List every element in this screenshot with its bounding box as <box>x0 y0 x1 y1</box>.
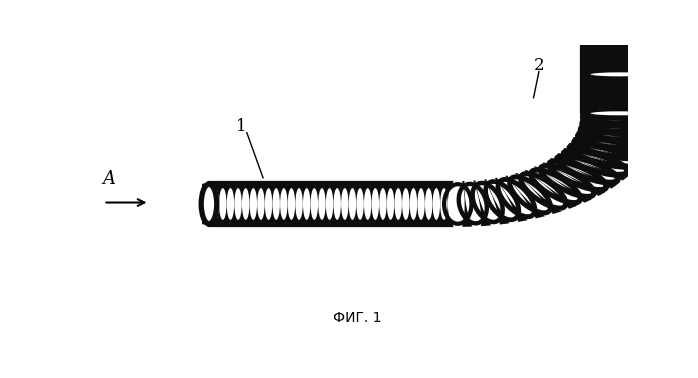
Ellipse shape <box>422 184 436 224</box>
Ellipse shape <box>591 72 650 76</box>
Text: ФИГ. 1: ФИГ. 1 <box>334 311 382 325</box>
Ellipse shape <box>357 188 364 220</box>
Ellipse shape <box>295 188 303 220</box>
Ellipse shape <box>239 184 253 224</box>
Ellipse shape <box>364 188 371 220</box>
Ellipse shape <box>361 184 375 224</box>
Ellipse shape <box>326 188 334 220</box>
Ellipse shape <box>425 188 433 220</box>
Ellipse shape <box>560 132 667 149</box>
Text: 1: 1 <box>236 118 246 135</box>
Ellipse shape <box>464 174 482 233</box>
Ellipse shape <box>429 184 443 224</box>
Ellipse shape <box>387 188 394 220</box>
PathPatch shape <box>458 117 657 224</box>
Ellipse shape <box>410 188 417 220</box>
Ellipse shape <box>231 184 245 224</box>
Ellipse shape <box>269 184 283 224</box>
Ellipse shape <box>254 184 268 224</box>
Ellipse shape <box>265 188 272 220</box>
Ellipse shape <box>379 188 387 220</box>
Ellipse shape <box>242 188 249 220</box>
Ellipse shape <box>549 147 643 178</box>
Ellipse shape <box>433 188 440 220</box>
Ellipse shape <box>522 163 589 210</box>
Ellipse shape <box>311 188 318 220</box>
Ellipse shape <box>486 172 519 229</box>
Ellipse shape <box>496 170 537 226</box>
Ellipse shape <box>338 184 352 224</box>
Ellipse shape <box>349 188 356 220</box>
Ellipse shape <box>407 184 420 224</box>
Ellipse shape <box>505 168 556 222</box>
Ellipse shape <box>272 188 280 220</box>
Ellipse shape <box>318 188 326 220</box>
Ellipse shape <box>201 184 217 224</box>
Ellipse shape <box>584 32 657 39</box>
Ellipse shape <box>558 137 660 160</box>
Ellipse shape <box>384 184 397 224</box>
Ellipse shape <box>402 188 410 220</box>
Ellipse shape <box>211 188 219 220</box>
Ellipse shape <box>563 126 671 139</box>
Ellipse shape <box>475 173 500 232</box>
Ellipse shape <box>216 184 230 224</box>
Ellipse shape <box>514 166 573 216</box>
Ellipse shape <box>440 188 447 220</box>
Ellipse shape <box>565 113 675 120</box>
Ellipse shape <box>223 184 237 224</box>
Ellipse shape <box>451 174 465 234</box>
FancyBboxPatch shape <box>202 184 464 224</box>
Ellipse shape <box>308 184 321 224</box>
Ellipse shape <box>292 184 306 224</box>
Ellipse shape <box>277 184 290 224</box>
Ellipse shape <box>445 184 459 224</box>
FancyBboxPatch shape <box>584 0 657 117</box>
Text: 2: 2 <box>534 57 544 74</box>
Ellipse shape <box>584 110 657 117</box>
Ellipse shape <box>300 184 313 224</box>
Ellipse shape <box>250 188 257 220</box>
Ellipse shape <box>262 184 276 224</box>
Ellipse shape <box>584 71 657 78</box>
Ellipse shape <box>565 120 674 129</box>
Ellipse shape <box>414 184 428 224</box>
Ellipse shape <box>219 188 227 220</box>
Ellipse shape <box>353 184 367 224</box>
Ellipse shape <box>285 184 298 224</box>
Ellipse shape <box>246 184 260 224</box>
Ellipse shape <box>394 188 402 220</box>
Ellipse shape <box>322 184 336 224</box>
Ellipse shape <box>437 184 451 224</box>
Ellipse shape <box>417 188 425 220</box>
Ellipse shape <box>369 184 383 224</box>
Ellipse shape <box>303 188 311 220</box>
Ellipse shape <box>448 188 455 220</box>
Ellipse shape <box>227 188 234 220</box>
Ellipse shape <box>392 184 405 224</box>
Ellipse shape <box>315 184 329 224</box>
Ellipse shape <box>288 188 295 220</box>
Ellipse shape <box>235 188 242 220</box>
Ellipse shape <box>554 142 653 169</box>
Ellipse shape <box>591 111 650 115</box>
Ellipse shape <box>346 184 359 224</box>
Ellipse shape <box>399 184 413 224</box>
Ellipse shape <box>208 184 222 224</box>
Ellipse shape <box>257 188 265 220</box>
Ellipse shape <box>537 155 618 196</box>
Ellipse shape <box>330 184 344 224</box>
Ellipse shape <box>280 188 288 220</box>
Ellipse shape <box>543 151 632 187</box>
Ellipse shape <box>334 188 341 220</box>
Ellipse shape <box>371 188 379 220</box>
Ellipse shape <box>591 33 650 37</box>
Ellipse shape <box>376 184 389 224</box>
Ellipse shape <box>530 159 604 203</box>
Ellipse shape <box>341 188 348 220</box>
Text: A: A <box>103 170 115 188</box>
